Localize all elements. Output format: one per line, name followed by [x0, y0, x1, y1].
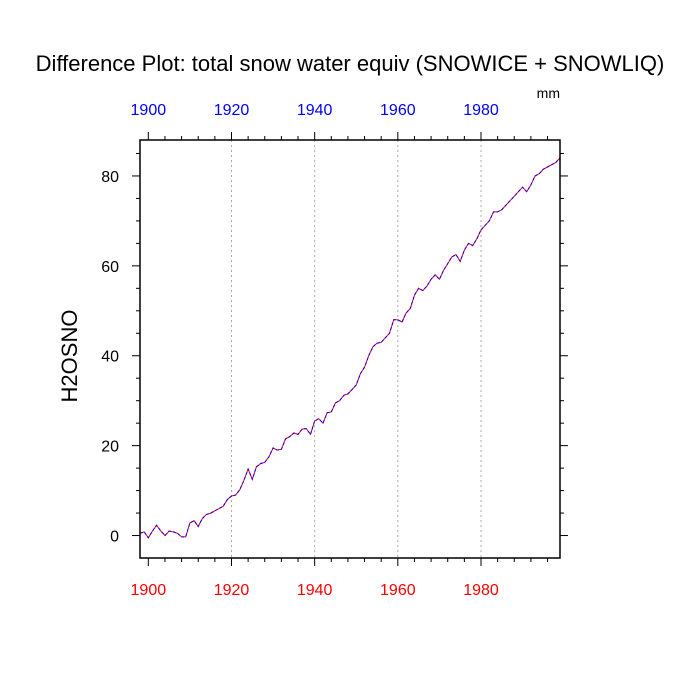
right-y-axis — [560, 152, 568, 537]
left-y-axis: 0 20 40 60 80 — [101, 152, 140, 546]
bottom-x-tick-label-1900: 1900 — [131, 582, 167, 599]
y-tick-label-40: 40 — [101, 349, 119, 366]
plot-frame — [139, 139, 561, 559]
bottom-x-tick-label-1980: 1980 — [463, 582, 499, 599]
bottom-x-tick-label-1920: 1920 — [214, 582, 250, 599]
top-x-tick-label-1980: 1980 — [463, 102, 499, 119]
top-x-tick-label-1900: 1900 — [131, 102, 167, 119]
data-series-layer — [139, 157, 561, 539]
bottom-x-tick-label-1940: 1940 — [297, 582, 333, 599]
bottom-x-tick-label-1960: 1960 — [380, 582, 416, 599]
series-line-1 — [139, 157, 561, 539]
top-x-tick-label-1960: 1960 — [380, 102, 416, 119]
y-tick-label-60: 60 — [101, 259, 119, 276]
chart-title: Difference Plot: total snow water equiv … — [36, 51, 665, 76]
top-x-tick-label-1940: 1940 — [297, 102, 333, 119]
y-tick-label-20: 20 — [101, 439, 119, 456]
y-axis-label: H2OSNO — [57, 310, 82, 403]
top-x-tick-label-1920: 1920 — [214, 102, 250, 119]
y-tick-label-0: 0 — [110, 529, 119, 546]
bottom-x-axis: 1900 1920 1940 1960 1980 — [131, 558, 549, 599]
vertical-grid-lines — [230, 140, 482, 558]
units-label: mm — [537, 85, 560, 101]
top-x-axis: 1900 1920 1940 1960 1980 — [131, 102, 549, 140]
series-line-2 — [139, 157, 561, 539]
y-tick-label-80: 80 — [101, 169, 119, 186]
